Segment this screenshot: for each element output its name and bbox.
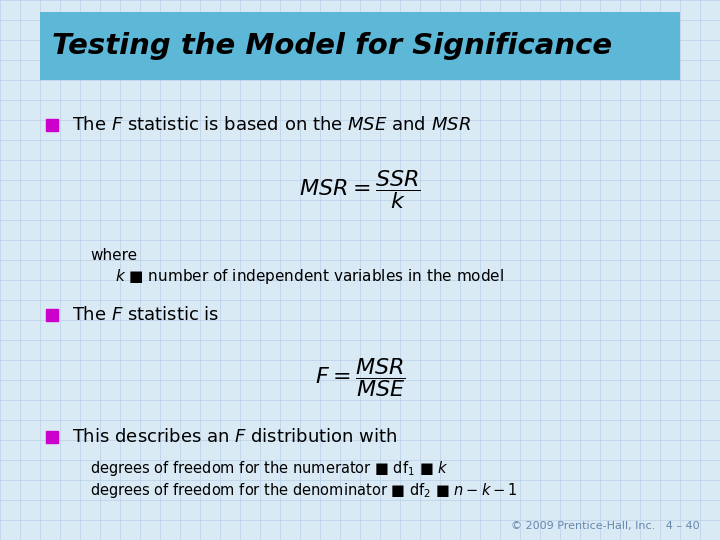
Text: $F = \dfrac{\mathit{MSR}}{\mathit{MSE}}$: $F = \dfrac{\mathit{MSR}}{\mathit{MSE}}$ [315, 356, 405, 400]
Text: $k$ $\blacksquare$ number of independent variables in the model: $k$ $\blacksquare$ number of independent… [115, 267, 504, 287]
Text: $\mathit{MSR} = \dfrac{\mathit{SSR}}{k}$: $\mathit{MSR} = \dfrac{\mathit{SSR}}{k}$ [299, 168, 421, 212]
Text: The $\mathit{F}$ statistic is based on the $\mathit{MSE}$ and $\mathit{MSR}$: The $\mathit{F}$ statistic is based on t… [72, 116, 471, 134]
Text: This describes an $\mathit{F}$ distribution with: This describes an $\mathit{F}$ distribut… [72, 428, 397, 446]
Text: Testing the Model for Significance: Testing the Model for Significance [52, 32, 612, 60]
Text: degrees of freedom for the numerator $\blacksquare$ $\mathrm{df}_1$ $\blacksquar: degrees of freedom for the numerator $\b… [90, 458, 449, 477]
Text: degrees of freedom for the denominator $\blacksquare$ $\mathrm{df}_2$ $\blacksqu: degrees of freedom for the denominator $… [90, 481, 517, 500]
Text: © 2009 Prentice-Hall, Inc.   4 – 40: © 2009 Prentice-Hall, Inc. 4 – 40 [511, 521, 700, 531]
Text: The $\mathit{F}$ statistic is: The $\mathit{F}$ statistic is [72, 306, 220, 324]
Text: where: where [90, 247, 137, 262]
Bar [40, 12, 680, 80]
